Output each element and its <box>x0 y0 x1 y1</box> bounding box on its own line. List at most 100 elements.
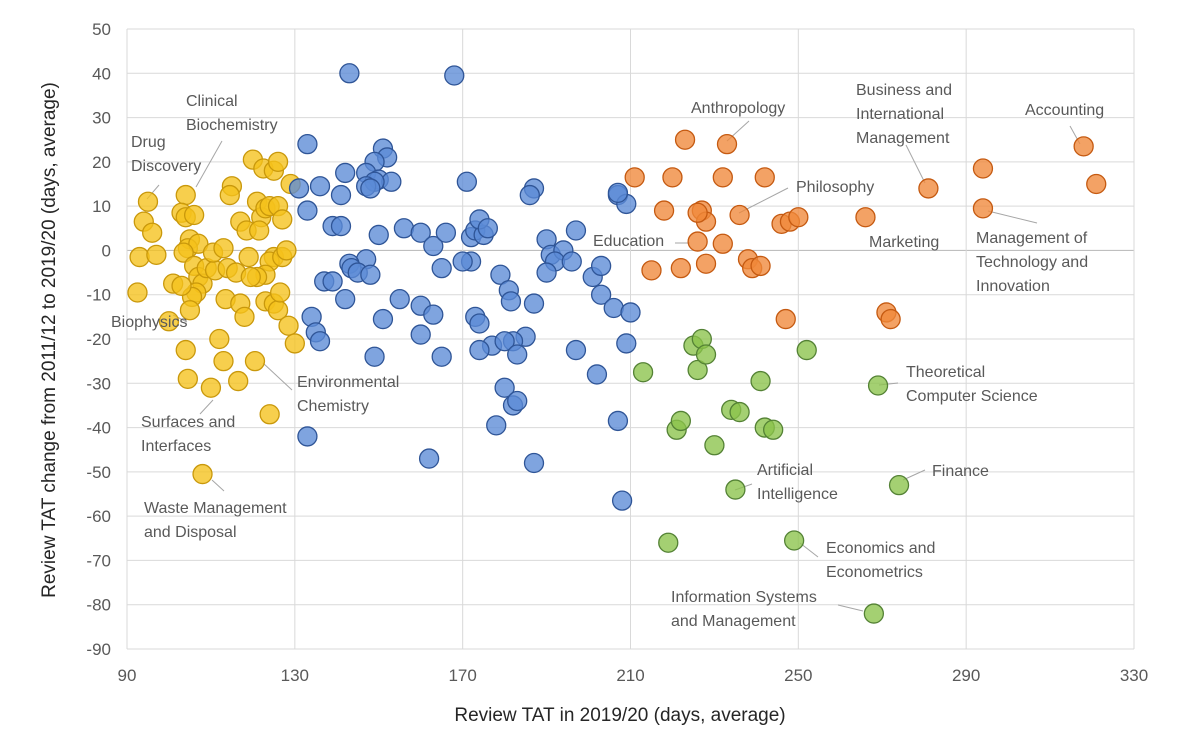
data-point-blue <box>339 63 360 84</box>
x-tick-label: 90 <box>118 666 137 685</box>
annotation-label: Finance <box>932 463 989 480</box>
data-point-blue <box>444 65 465 86</box>
data-point-blue <box>500 291 522 312</box>
data-point-yellow <box>146 244 167 266</box>
data-point-blue <box>523 452 545 474</box>
annotation-label: Management <box>856 130 950 147</box>
data-point-yellow <box>209 328 230 350</box>
data-point-green <box>658 532 679 553</box>
data-point-yellow <box>269 282 291 303</box>
annotation-label: and Disposal <box>144 524 237 541</box>
data-point-blue <box>360 264 381 285</box>
data-point-orange <box>716 133 738 155</box>
data-point-yellow <box>188 233 209 254</box>
annotation-label: Interfaces <box>141 438 211 455</box>
annotation-label: Economics and <box>826 540 935 557</box>
data-point-yellow <box>200 377 222 398</box>
data-point-yellow <box>137 191 159 212</box>
annotation-label: Waste Management <box>144 500 287 517</box>
data-point-blue <box>410 324 431 345</box>
annotation-label: Clinical <box>186 93 238 110</box>
data-point-yellow <box>192 463 213 485</box>
annotation-leader <box>195 140 223 188</box>
annotation-label: Biophysics <box>111 314 187 331</box>
annotation-label: International <box>856 106 944 123</box>
data-point-blue <box>309 176 331 197</box>
data-point-blue <box>490 264 511 285</box>
data-point-orange <box>687 231 708 252</box>
data-point-blue <box>477 218 498 239</box>
annotation-leader <box>262 362 293 391</box>
data-point-blue <box>423 235 444 257</box>
data-point-blue <box>494 377 515 398</box>
annotation-label: and Management <box>671 613 796 630</box>
annotation-label: Computer Science <box>906 388 1038 405</box>
y-tick-label: 30 <box>92 109 111 128</box>
data-point-blue <box>456 171 478 192</box>
annotation-leader <box>987 210 1038 224</box>
data-point-orange <box>855 207 876 228</box>
data-point-yellow <box>276 240 297 261</box>
annotation-label: Business and <box>856 82 952 99</box>
x-tick-label: 250 <box>784 666 812 685</box>
y-tick-label: -20 <box>86 330 111 349</box>
data-point-blue <box>469 313 490 334</box>
data-point-blue <box>607 410 629 432</box>
annotation-label: Anthropology <box>691 100 785 117</box>
data-point-blue <box>335 288 356 310</box>
data-point-blue <box>431 257 452 279</box>
data-point-green <box>704 435 725 456</box>
data-point-green <box>763 419 784 440</box>
data-point-orange <box>712 167 733 188</box>
data-point-blue <box>309 331 331 352</box>
y-tick-label: -60 <box>86 507 111 526</box>
data-point-blue <box>607 182 629 204</box>
data-point-blue <box>360 178 381 199</box>
data-point-orange <box>750 255 771 277</box>
data-point-green <box>725 479 746 500</box>
data-point-blue <box>322 271 343 292</box>
data-point-blue <box>519 184 540 206</box>
data-point-yellow <box>173 242 194 263</box>
data-point-yellow <box>272 209 293 230</box>
data-point-blue <box>418 448 440 469</box>
data-point-green <box>867 375 889 396</box>
y-tick-label: 10 <box>92 197 111 216</box>
data-point-orange <box>775 308 796 330</box>
data-point-blue <box>523 293 545 314</box>
data-point-blue <box>603 297 624 319</box>
annotation-label: Drug <box>131 134 166 151</box>
data-point-yellow <box>244 350 266 372</box>
data-point-blue <box>297 200 318 221</box>
annotation-label: Biochemistry <box>186 117 278 134</box>
data-point-blue <box>616 333 637 354</box>
data-point-blue <box>410 222 431 243</box>
data-point-orange <box>1086 173 1107 195</box>
data-point-orange <box>687 202 708 223</box>
annotation-leader <box>837 604 864 612</box>
data-point-orange <box>1073 136 1094 157</box>
annotation-leader <box>905 144 926 184</box>
annotation-label: Education <box>593 233 664 250</box>
y-axis-title: Review TAT change from 2011/12 to 2019/2… <box>39 82 60 598</box>
y-tick-label: 40 <box>92 64 111 83</box>
data-point-yellow <box>142 222 163 243</box>
data-point-green <box>783 530 805 551</box>
annotation-leader <box>199 399 214 415</box>
data-point-yellow <box>213 350 234 372</box>
data-point-orange <box>641 260 662 281</box>
data-point-yellow <box>219 184 240 206</box>
data-point-blue <box>507 390 528 412</box>
annotation-label: Marketing <box>869 234 939 251</box>
data-point-blue <box>507 344 528 365</box>
data-point-green <box>750 370 771 392</box>
data-point-yellow <box>177 368 198 390</box>
y-tick-label: -40 <box>86 419 111 438</box>
data-point-blue <box>389 288 410 310</box>
data-point-green <box>729 401 750 423</box>
data-point-blue <box>452 251 473 272</box>
data-point-orange <box>653 200 675 221</box>
annotation-label: Chemistry <box>297 398 369 415</box>
x-tick-label: 210 <box>616 666 644 685</box>
